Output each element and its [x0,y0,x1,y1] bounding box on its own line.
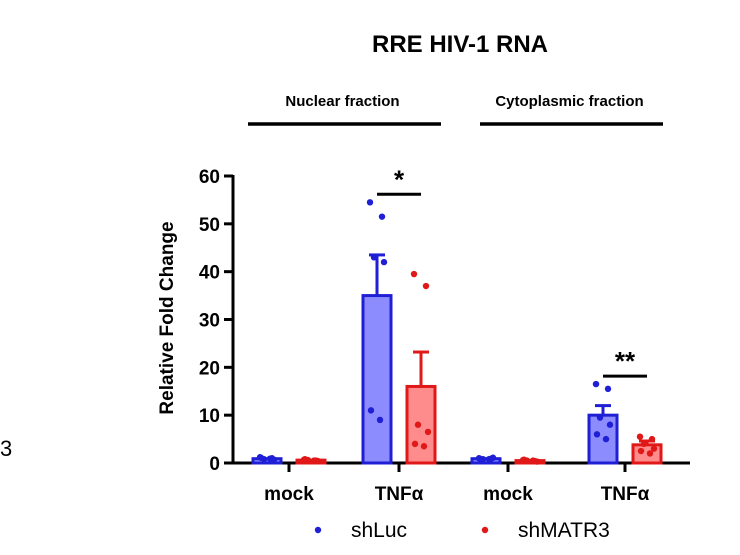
data-point-shMATR3 [424,428,432,436]
significance-label: * [394,164,405,194]
legend-marker-shLuc [314,526,322,534]
data-point-shLuc [266,455,274,462]
x-tick-label: TNFα [375,484,424,505]
group-label: Nuclear fraction [285,93,399,110]
y-tick-label: 60 [199,167,220,188]
data-point-shMATR3 [648,435,656,443]
data-point-shLuc [604,385,612,393]
data-point-shMATR3 [422,282,430,290]
stray-panel-label: 3 [0,436,13,461]
x-tick-label: TNFα [601,484,650,505]
y-axis-label: Relative Fold Change [157,221,178,414]
y-tick-label: 40 [199,263,220,284]
data-point-shMATR3 [636,433,644,440]
data-point-shLuc [367,407,375,414]
bar-shLuc-1 [361,294,393,465]
y-tick-label: 30 [199,311,220,332]
data-point-shMATR3 [637,447,645,455]
legend-label-shMATR3: shMATR3 [518,519,610,542]
data-point-shLuc [592,380,600,388]
data-point-shLuc [366,199,374,206]
data-point-shMATR3 [414,421,422,428]
data-point-shLuc [257,454,265,461]
data-point-shMATR3 [646,450,654,457]
data-point-shLuc [476,455,484,462]
data-point-shLuc [606,421,614,428]
data-point-shMATR3 [529,457,537,464]
data-point-shMATR3 [640,440,648,448]
data-point-shLuc [596,414,604,421]
data-point-shMATR3 [411,440,419,448]
x-tick-label: mock [264,484,314,505]
data-point-shMATR3 [310,457,318,464]
data-point-shLuc [602,435,610,443]
y-tick-label: 50 [199,215,220,236]
data-point-shMATR3 [410,270,418,278]
legend-marker-shMATR3 [481,526,489,534]
x-tick-label: mock [483,484,533,505]
data-point-shMATR3 [650,445,658,452]
data-point-shLuc [380,258,388,266]
y-tick-label: 10 [199,406,220,427]
data-point-shLuc [485,455,493,463]
group-label: Cytoplasmic fraction [495,93,643,110]
data-point-shLuc [378,213,386,220]
legend-label-shLuc: shLuc [351,519,407,542]
data-point-shMATR3 [420,443,428,450]
data-point-shMATR3 [301,455,309,463]
y-tick-label: 20 [199,358,220,379]
significance-label: ** [615,346,636,376]
y-tick-label: 0 [209,454,220,475]
data-point-shLuc [376,416,384,424]
chart-title: RRE HIV-1 RNA [372,31,548,58]
data-point-shMATR3 [520,456,528,463]
data-point-shLuc [593,431,601,438]
data-point-shLuc [370,254,378,261]
